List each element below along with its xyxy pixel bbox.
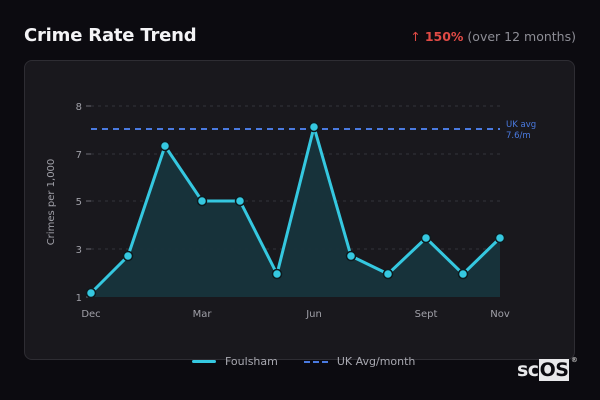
scos-logo: scOS ® <box>517 356 578 381</box>
svg-text:Nov: Nov <box>490 309 510 320</box>
svg-text:Dec: Dec <box>81 309 100 320</box>
svg-text:7: 7 <box>76 150 82 161</box>
data-point[interactable] <box>271 268 283 280</box>
chart-title: Crime Rate Trend <box>24 25 197 46</box>
y-axis-labels: 8 7 5 3 1 <box>76 102 82 304</box>
solid-line-swatch-icon <box>192 360 216 363</box>
legend-label: UK Avg/month <box>336 355 416 368</box>
data-point[interactable] <box>345 250 357 262</box>
data-point[interactable] <box>457 268 469 280</box>
change-indicator: ↑ 150% (over 12 months) <box>410 29 576 44</box>
data-point[interactable] <box>196 195 208 207</box>
uk-avg-annotation-line2: 7.6/m <box>506 131 531 141</box>
svg-text:3: 3 <box>76 245 82 256</box>
svg-text:Sept: Sept <box>415 309 438 320</box>
data-point[interactable] <box>382 268 394 280</box>
y-axis-ticks <box>86 105 91 298</box>
change-period: (over 12 months) <box>467 29 576 44</box>
svg-text:1: 1 <box>76 293 82 304</box>
data-point[interactable] <box>122 250 134 262</box>
data-point[interactable] <box>85 287 97 299</box>
area-fill <box>91 127 500 297</box>
legend-item-uk-avg[interactable]: UK Avg/month <box>303 355 416 368</box>
x-axis-labels: Dec Mar Jun Sept Nov <box>81 309 510 320</box>
legend-label: Foulsham <box>225 355 278 368</box>
svg-text:Mar: Mar <box>193 309 213 320</box>
data-point[interactable] <box>494 232 506 244</box>
chart-legend: Foulsham UK Avg/month <box>192 355 441 368</box>
data-point[interactable] <box>159 140 171 152</box>
svg-text:8: 8 <box>76 102 82 113</box>
svg-text:Jun: Jun <box>305 309 322 320</box>
dashed-line-swatch-icon <box>303 360 328 363</box>
change-percent: 150% <box>424 29 464 44</box>
uk-avg-annotation-line1: UK avg <box>506 120 536 130</box>
y-axis-title: Crimes per 1,000 <box>46 159 57 246</box>
data-points <box>85 121 506 299</box>
data-point[interactable] <box>420 232 432 244</box>
legend-item-foulsham[interactable]: Foulsham <box>192 355 278 368</box>
registered-icon: ® <box>570 356 578 364</box>
data-point[interactable] <box>308 121 320 133</box>
data-point[interactable] <box>234 195 246 207</box>
svg-text:5: 5 <box>76 197 82 208</box>
up-arrow-icon: ↑ <box>410 29 421 44</box>
foulsham-line <box>89 125 502 295</box>
